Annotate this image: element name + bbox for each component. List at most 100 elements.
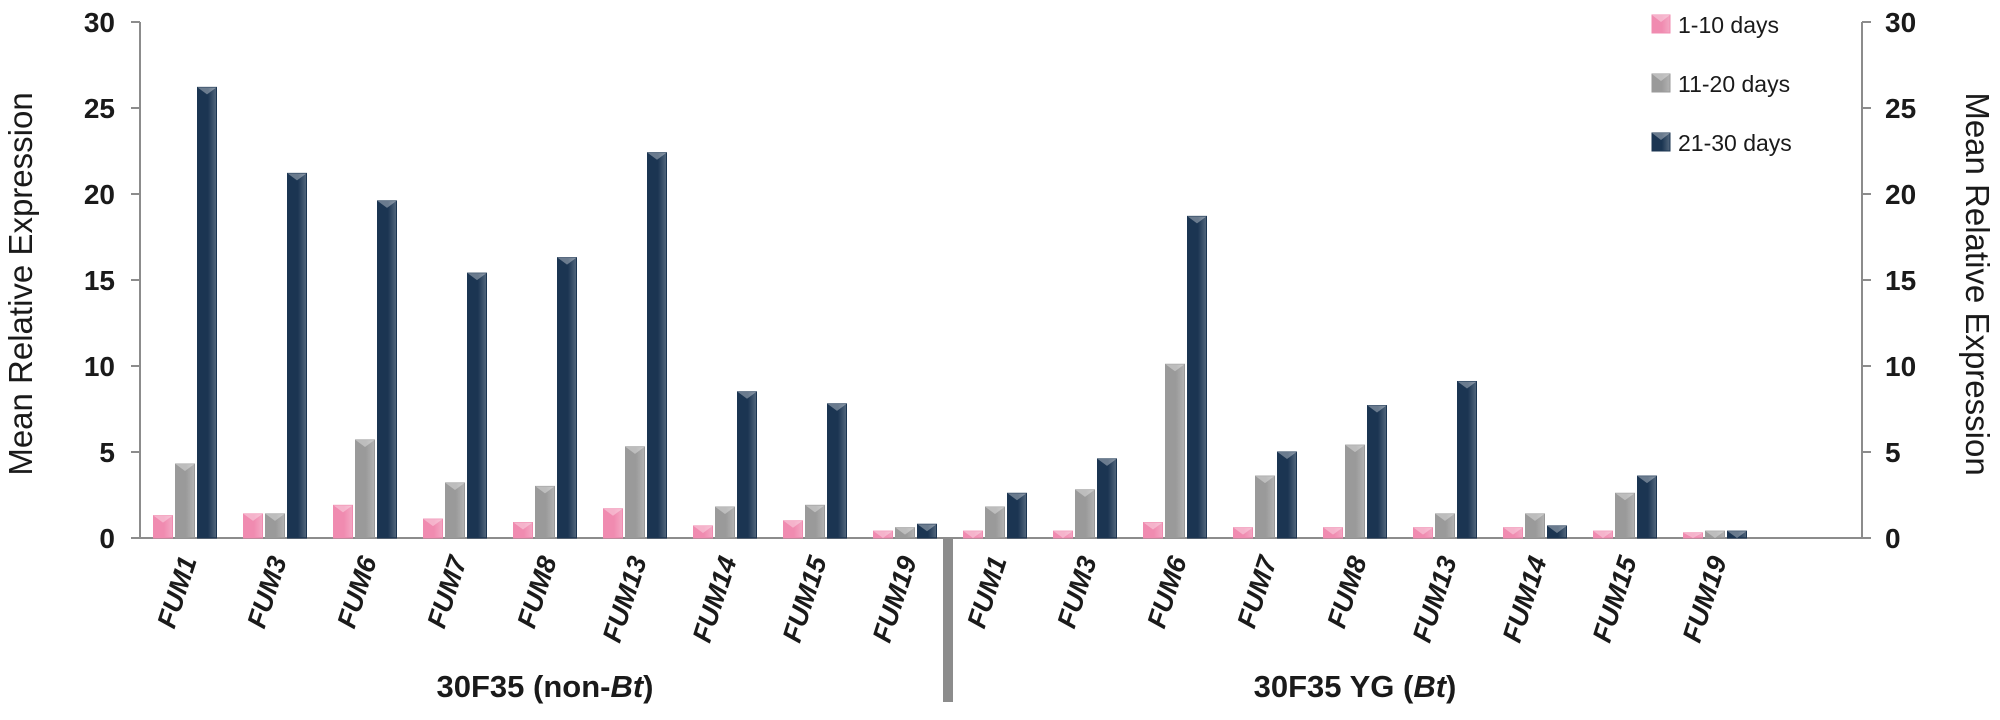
bar-bevel [1187,216,1207,224]
bar-bevel [423,519,443,527]
legend-swatch-1-10-days [1651,14,1671,34]
bar-bevel [1413,527,1433,535]
bar-bevel [1457,381,1477,389]
category-label-fum15: FUM15 [777,552,833,646]
bar-bevel [647,152,667,160]
bar-11-20-days-fum14 [1525,513,1545,539]
group-label-1: 30F35 YG (Bt) [1254,669,1457,704]
bar-21-30-days-fum1 [1007,492,1027,539]
bar-1-10-days-fum13 [603,508,623,539]
y-tick-label-right: 25 [1885,93,1916,124]
bar-bevel [1277,452,1297,459]
bar-bevel [1165,364,1185,372]
bar-11-20-days-fum1 [985,506,1005,539]
y-axis-title-left: Mean Relative Expression [2,92,39,475]
bar-bevel [1143,522,1163,530]
bar-1-10-days-fum15 [783,520,803,539]
category-label-fum6: FUM6 [1141,552,1193,632]
y-axis-title-right: Mean Relative Expression [1959,92,1996,475]
category-label-fum7: FUM7 [1231,551,1283,632]
bar-1-10-days-fum8 [513,522,533,539]
y-tick-label-left: 25 [84,93,115,124]
bar-21-30-days-fum15 [1637,475,1657,539]
bar-11-20-days-fum3 [265,513,285,539]
category-label-fum19: FUM19 [1677,553,1733,646]
bar-bevel [963,531,983,538]
bar-1-10-days-fum6 [333,504,353,539]
bar-11-20-days-fum3 [1075,489,1095,539]
bar-bevel [827,403,847,411]
bar-11-20-days-fum19 [895,527,915,539]
bar-21-30-days-fum13 [1457,380,1477,539]
category-label-fum8: FUM8 [1321,553,1372,632]
bar-11-20-days-fum1 [175,463,195,539]
bar-1-10-days-fum13 [1413,527,1433,539]
bar-bevel [1503,527,1523,535]
bar-21-30-days-fum13 [647,152,667,539]
category-label-fum6: FUM6 [331,552,383,632]
bar-21-30-days-fum19 [1727,530,1747,539]
bar-bevel [1683,532,1703,538]
bar-11-20-days-fum6 [355,439,375,539]
category-label-fum14: FUM14 [687,553,743,646]
bar-bevel [1435,513,1455,521]
bar-bevel [625,446,645,454]
y-tick-label-right: 5 [1885,437,1901,468]
bar-1-10-days-fum3 [243,513,263,539]
bar-bevel [1615,493,1635,501]
bar-1-10-days-fum19 [1683,532,1703,539]
bar-1-10-days-fum1 [963,530,983,539]
bar-21-30-days-fum8 [557,257,577,539]
category-label-fum13: FUM13 [597,553,653,646]
bar-1-10-days-fum8 [1323,527,1343,539]
bar-bevel [783,520,803,528]
bar-bevel [873,531,893,538]
bar-11-20-days-fum8 [535,485,555,539]
legend: 1-10 days 11-20 days 21-30 days [1651,12,1792,156]
category-label-fum8: FUM8 [511,553,562,632]
bar-bevel [603,508,623,516]
bar-bevel [333,505,353,513]
bar-1-10-days-fum19 [873,530,893,539]
bar-bevel [1345,445,1365,453]
y-tick-label-left: 10 [84,351,115,382]
bar-bevel [355,439,375,447]
bar-21-30-days-fum3 [287,172,307,539]
bar-bevel [1053,531,1073,538]
legend-swatch-bevel [1652,74,1670,81]
category-label-fum19: FUM19 [867,553,923,646]
category-label-fum3: FUM3 [1051,553,1102,632]
bar-bevel [197,87,217,95]
y-tick-label-left: 30 [84,7,115,38]
bar-bevel [1255,476,1275,484]
y-tick-label-left: 15 [84,265,115,296]
bar-21-30-days-fum1 [197,86,217,539]
bar-11-20-days-fum14 [715,506,735,539]
bar-1-10-days-fum15 [1593,530,1613,539]
bar-bevel [1367,405,1387,413]
bar-bevel [535,486,555,494]
bar-bevel [917,524,937,532]
y-tick-label-left: 0 [99,523,115,554]
bar-11-20-days-fum8 [1345,444,1365,539]
legend-swatch-11-20-days [1651,73,1671,93]
bar-bevel [1727,531,1747,538]
y-tick-label-right: 15 [1885,265,1916,296]
bar-bevel [1075,489,1095,497]
bar-bevel [737,391,757,399]
bar-21-30-days-fum8 [1367,405,1387,539]
y-tick-label-right: 0 [1885,523,1901,554]
bar-bevel [895,527,915,535]
bar-bevel [1637,476,1657,484]
bar-1-10-days-fum14 [693,525,713,539]
category-label-fum13: FUM13 [1407,553,1463,646]
bars [153,86,1747,539]
bar-bevel [377,200,397,208]
group-divider [943,538,953,702]
legend-swatch-bevel [1652,133,1670,140]
bar-11-20-days-fum13 [1435,513,1455,539]
bar-11-20-days-fum15 [805,504,825,539]
bar-bevel [715,507,735,515]
legend-label-11-20-days: 11-20 days [1678,71,1790,97]
